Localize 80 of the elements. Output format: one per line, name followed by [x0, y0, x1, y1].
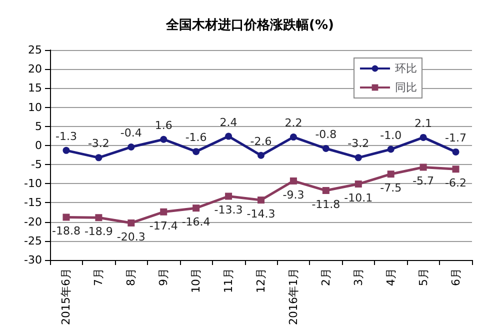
y-tick-label: -25: [24, 234, 42, 248]
y-tick-label: 0: [35, 138, 42, 152]
point: [258, 196, 264, 204]
y-tick-label: 20: [28, 62, 42, 76]
x-tick-label: 2015年6月: [60, 268, 73, 326]
point: [160, 136, 168, 143]
data-label: -17.4: [149, 219, 178, 232]
data-label: -7.5: [380, 182, 402, 195]
x-tick-label: 12月: [254, 268, 268, 294]
data-label: 2.2: [284, 116, 302, 130]
x-tick-label: 3月: [352, 268, 365, 286]
point: [225, 132, 232, 140]
point: [452, 166, 460, 173]
data-label: -2.6: [250, 134, 272, 148]
y-tick-label: 10: [28, 100, 42, 114]
data-label: -14.3: [246, 208, 276, 221]
y-tick-label: -5: [31, 158, 42, 172]
point: [128, 219, 135, 226]
point: [95, 154, 102, 162]
y-tick-label: 5: [35, 120, 42, 133]
x-tick-label: 2月: [319, 268, 332, 286]
legend-label: 环比: [395, 62, 417, 75]
data-label: -18.8: [52, 224, 80, 238]
data-label: -20.3: [116, 230, 146, 244]
data-label: -16.4: [182, 216, 210, 229]
y-tick-label: -10: [24, 177, 42, 190]
point: [62, 146, 70, 154]
y-tick-label: 25: [28, 44, 42, 56]
data-label: -0.8: [315, 128, 337, 142]
x-tick-label: 6月: [449, 268, 462, 286]
data-label: -5.7: [412, 174, 434, 188]
data-label: -1.6: [185, 131, 207, 144]
point: [225, 192, 232, 200]
y-tick-label: -20: [24, 215, 42, 228]
x-tick-label: 9月: [157, 268, 170, 286]
data-label: -1.7: [445, 131, 467, 144]
y-tick-label: -30: [24, 254, 42, 267]
point: [160, 208, 168, 216]
point: [62, 214, 70, 221]
y-tick-label: 15: [28, 82, 42, 95]
data-label: -6.2: [445, 176, 467, 190]
point: [420, 164, 427, 171]
data-label: -3.2: [88, 137, 110, 150]
point: [354, 180, 362, 188]
data-label: 2.4: [220, 116, 238, 129]
point: [192, 204, 200, 212]
legend-label: 同比: [395, 81, 417, 94]
x-tick-label: 5月: [416, 268, 430, 286]
point: [387, 170, 394, 178]
data-label: -1.3: [55, 130, 77, 143]
data-label: -1.0: [380, 128, 402, 142]
x-tick-label: 10月: [190, 268, 203, 294]
data-label: -13.3: [214, 204, 243, 217]
point: [354, 154, 362, 162]
data-label: -9.3: [282, 188, 304, 202]
data-label: 2.1: [414, 116, 432, 130]
point: [258, 152, 264, 159]
point: [290, 134, 297, 141]
point: [128, 143, 135, 150]
point: [192, 148, 200, 156]
data-label: -3.2: [348, 137, 370, 150]
data-label: -0.4: [120, 126, 142, 140]
x-tick-label: 11月: [222, 268, 236, 294]
point: [290, 177, 297, 184]
x-tick-label: 4月: [384, 268, 398, 286]
point: [322, 187, 330, 194]
data-label: -11.8: [312, 198, 340, 212]
point: [387, 146, 394, 153]
x-tick-label: 2016年1月: [286, 268, 300, 326]
x-tick-label: 7月: [92, 268, 106, 286]
point: [95, 214, 102, 222]
data-label: 1.6: [154, 118, 172, 132]
y-tick-label: -15: [24, 196, 42, 210]
x-tick-label: 8月: [124, 268, 138, 286]
point: [420, 134, 427, 141]
data-label: -10.1: [344, 192, 373, 205]
chart-title: 全国木材进口价格涨跌幅(%): [165, 18, 334, 33]
point: [322, 145, 330, 152]
point: [452, 148, 460, 156]
data-label: -18.9: [84, 225, 113, 238]
